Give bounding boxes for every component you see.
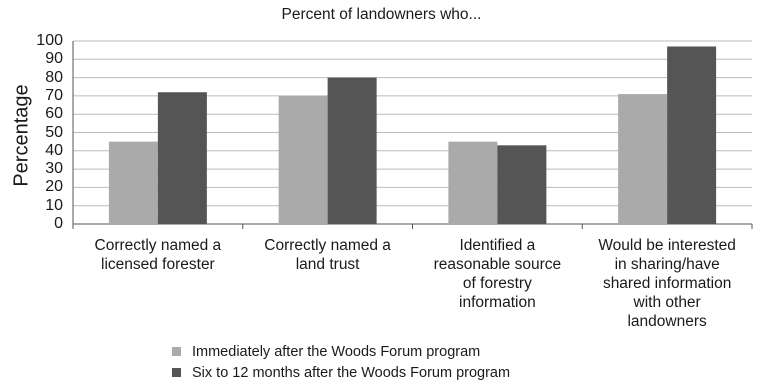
chart-title: Percent of landowners who... (281, 6, 482, 23)
x-category-label-line: Correctly named a (264, 237, 391, 254)
x-category-label: Correctly named a land trust (243, 236, 413, 274)
bar-six-to-12-months (667, 46, 717, 224)
bar-six-to-12-months (327, 77, 377, 224)
y-tick-label: 20 (45, 178, 63, 196)
y-tick-label: 90 (45, 50, 63, 68)
legend-item-six-to-12-months: Six to 12 months after the Woods Forum p… (172, 362, 510, 383)
legend-swatch (172, 368, 181, 377)
x-category-label-line: Would be interested (598, 237, 736, 254)
x-category-label-line: reasonable source (433, 256, 562, 273)
bar-immediately (618, 94, 668, 224)
bar-immediately (108, 141, 158, 224)
bar-immediately (278, 95, 328, 225)
x-category-label: Would be interested in sharing/have shared… (582, 236, 752, 331)
x-category-label-line: Correctly named a (94, 237, 222, 254)
legend-item-immediately: Immediately after the Woods Forum progra… (172, 341, 510, 362)
x-category-label-line: in sharing/have (614, 256, 720, 273)
legend-label: Immediately after the Woods Forum progra… (192, 343, 481, 360)
x-category-label-line: Identified a (459, 237, 536, 254)
bar-immediately (448, 141, 498, 224)
legend-label: Six to 12 months after the Woods Forum p… (192, 364, 511, 381)
legend: Immediately after the Woods Forum progra… (172, 341, 510, 383)
y-tick-label: 50 (45, 123, 63, 141)
x-category-label: Correctly named a licensed forester (73, 236, 243, 274)
y-tick-label: 30 (45, 160, 63, 178)
y-tick-label: 80 (45, 68, 63, 86)
y-tick-label: 60 (45, 105, 63, 123)
x-category-label-line: with other (633, 294, 701, 311)
x-category-label-line: shared information (602, 275, 732, 292)
x-category-label-line: landowners (627, 313, 707, 330)
bar-six-to-12-months (157, 92, 207, 225)
y-tick-label: 10 (45, 196, 63, 214)
x-category-label-line: of forestry (462, 275, 532, 292)
y-tick-label: 70 (45, 86, 63, 104)
y-tick-label: 0 (54, 215, 63, 232)
x-category-label: Identified a reasonable source of forestry… (412, 236, 582, 312)
legend-swatch (172, 347, 181, 356)
x-category-label-line: land trust (295, 256, 360, 273)
x-category-label-line: information (459, 294, 536, 311)
x-category-label-line: licensed forester (101, 256, 215, 273)
y-tick-label: 100 (36, 32, 63, 49)
bar-six-to-12-months (497, 145, 547, 224)
y-tick-label: 40 (45, 141, 63, 159)
